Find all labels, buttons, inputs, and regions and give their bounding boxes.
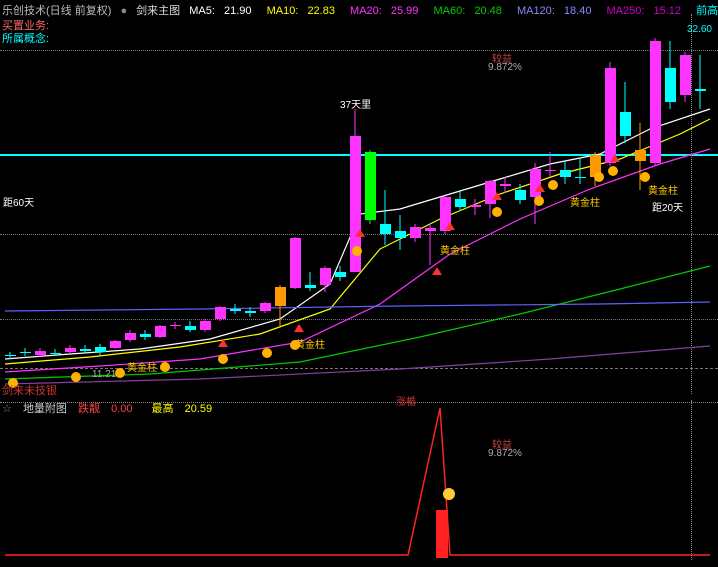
signal-triangle-icon <box>492 192 502 200</box>
crosshair-vertical <box>691 14 692 394</box>
candle[interactable] <box>155 14 166 394</box>
annotation-label: 9.872% <box>488 62 522 73</box>
candlestick-chart[interactable]: 32.6037天里距60天距20天黄金柱黄金柱黄金柱黄金柱黄金柱11.21涨楯较… <box>0 14 718 394</box>
candle[interactable] <box>65 14 76 394</box>
signal-triangle-icon <box>610 154 620 162</box>
candle[interactable] <box>380 14 391 394</box>
signal-triangle-icon <box>294 324 304 332</box>
candle[interactable] <box>95 14 106 394</box>
candle[interactable] <box>50 14 61 394</box>
candle[interactable] <box>80 14 91 394</box>
signal-dot-icon <box>492 207 502 217</box>
candle[interactable] <box>455 14 466 394</box>
signal-dot-icon <box>534 196 544 206</box>
candle[interactable] <box>350 14 361 394</box>
sub-spike-line <box>0 400 718 560</box>
sub-bar <box>436 510 448 558</box>
signal-triangle-icon <box>355 229 365 237</box>
signal-dot-icon <box>290 340 300 350</box>
signal-dot-icon <box>594 172 604 182</box>
annotation-label: 距60天 <box>3 194 34 209</box>
signal-dot-icon <box>115 368 125 378</box>
signal-triangle-icon <box>432 267 442 275</box>
candle[interactable] <box>635 14 646 394</box>
signal-dot-icon <box>71 372 81 382</box>
signal-dot-icon <box>608 166 618 176</box>
candle[interactable] <box>35 14 46 394</box>
signal-dot-icon <box>262 348 272 358</box>
annotation-label: 黄金柱 <box>570 194 600 209</box>
annotation-label: 37天里 <box>340 96 371 111</box>
candle[interactable] <box>335 14 346 394</box>
candle[interactable] <box>125 14 136 394</box>
candle[interactable] <box>260 14 271 394</box>
signal-triangle-icon <box>218 339 228 347</box>
candle[interactable] <box>620 14 631 394</box>
annotation-label: 距20天 <box>652 199 683 214</box>
candle[interactable] <box>110 14 121 394</box>
signal-dot-icon <box>218 354 228 364</box>
annotation-label: 黄金柱 <box>127 359 157 374</box>
signal-dot-icon <box>160 362 170 372</box>
candle[interactable] <box>185 14 196 394</box>
signal-dot-icon <box>640 172 650 182</box>
candle[interactable] <box>560 14 571 394</box>
annotation-label: 黄金柱 <box>440 242 470 257</box>
signal-triangle-icon <box>535 184 545 192</box>
annotation-label: 11.21 <box>92 369 116 380</box>
candle[interactable] <box>200 14 211 394</box>
candle[interactable] <box>395 14 406 394</box>
candle[interactable] <box>440 14 451 394</box>
brand-label: 剑来未技银 <box>2 382 57 394</box>
candle[interactable] <box>695 14 706 394</box>
candle[interactable] <box>245 14 256 394</box>
crosshair-vertical <box>691 400 692 560</box>
candle[interactable] <box>140 14 151 394</box>
candle[interactable] <box>215 14 226 394</box>
smile-icon <box>443 488 455 500</box>
signal-dot-icon <box>352 246 362 256</box>
candle[interactable] <box>545 14 556 394</box>
candle[interactable] <box>230 14 241 394</box>
sub-indicator-chart[interactable]: ☆ 地量附图 跌靓 0.00 最高 20.59 较益9.872% <box>0 400 718 560</box>
candle[interactable] <box>410 14 421 394</box>
signal-triangle-icon <box>445 222 455 230</box>
candle[interactable] <box>425 14 436 394</box>
candle[interactable] <box>275 14 286 394</box>
sub-annotation: 9.872% <box>488 448 522 459</box>
candle[interactable] <box>470 14 481 394</box>
candle[interactable] <box>170 14 181 394</box>
candle[interactable] <box>605 14 616 394</box>
annotation-label: 黄金柱 <box>648 182 678 197</box>
signal-dot-icon <box>548 180 558 190</box>
candle[interactable] <box>365 14 376 394</box>
